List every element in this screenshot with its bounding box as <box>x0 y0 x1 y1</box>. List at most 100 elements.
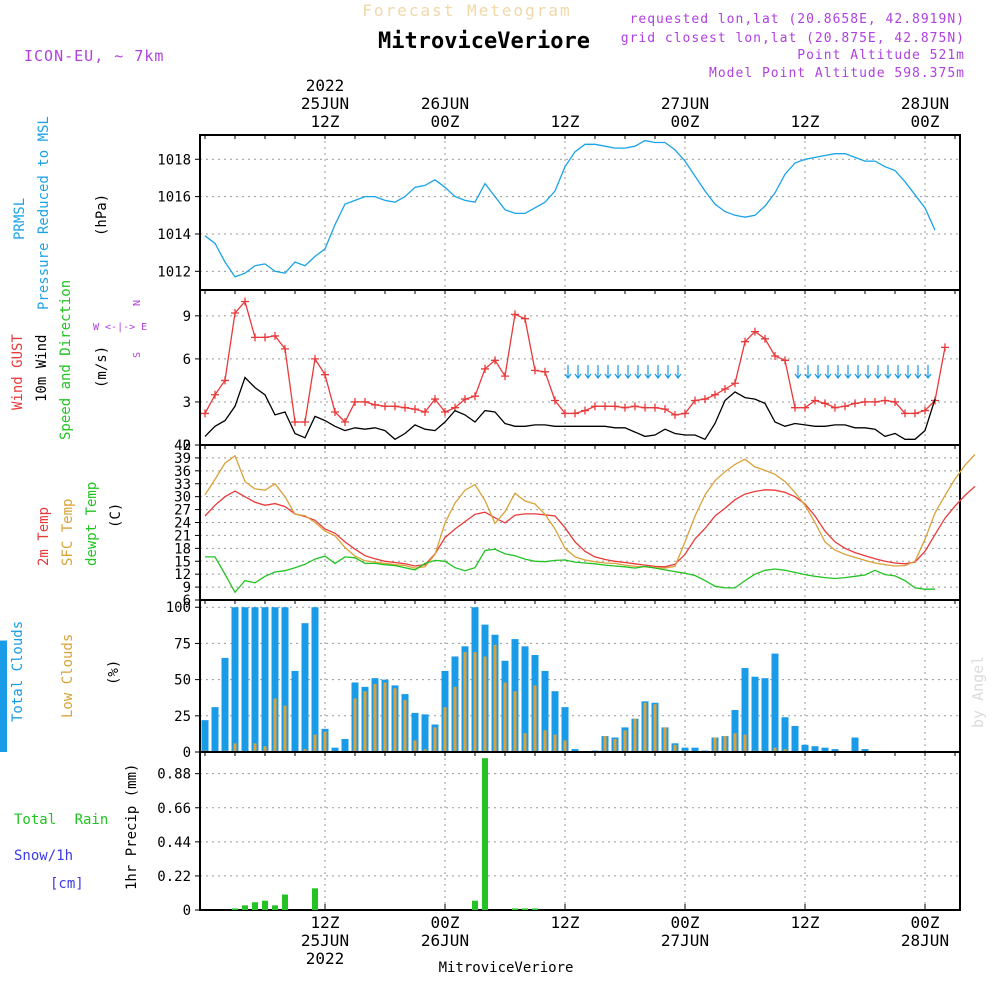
low-cloud-bar <box>613 738 617 752</box>
total-cloud-bar <box>201 720 209 752</box>
ytick-label: 42 <box>174 438 191 454</box>
total-cloud-bar <box>781 717 789 752</box>
main-title: MitroviceVeriore <box>378 29 590 54</box>
total-cloud-bar <box>311 607 319 752</box>
series-line <box>205 548 935 594</box>
total-cloud-bar <box>211 707 219 752</box>
gust-point <box>921 406 929 415</box>
low-cloud-bar <box>303 749 307 752</box>
ytick-label: 1014 <box>157 227 191 243</box>
gust-point <box>551 396 559 405</box>
dewpt-label: dewpt Temp <box>84 482 100 566</box>
low-cloud-bar <box>563 740 567 752</box>
total-cloud-bar <box>261 607 269 752</box>
wind-arrow-icon <box>584 365 592 379</box>
time-label: 28JUN <box>901 94 949 113</box>
panel-frame <box>199 751 961 911</box>
ytick-label: 33 <box>174 477 191 493</box>
ytick-label: 18 <box>174 541 191 557</box>
gust-point <box>201 409 209 418</box>
gust-point <box>271 331 279 340</box>
rain-label: Total Rain <box>14 812 108 828</box>
time-label: 00Z <box>431 112 460 131</box>
total-cloud-bar <box>761 678 769 752</box>
wind-arrow-icon <box>824 365 832 379</box>
gust-point <box>431 395 439 404</box>
wind-arrow-icon <box>834 365 842 379</box>
gust-point <box>251 333 259 342</box>
gust-point <box>661 405 669 414</box>
gust-point <box>341 418 349 427</box>
gust-point <box>691 396 699 405</box>
ytick-label: 25 <box>174 709 191 725</box>
rain-bar <box>242 905 248 910</box>
gust-point <box>851 399 859 408</box>
ytick-label: 100 <box>166 600 191 616</box>
low-cloud-bar <box>313 734 317 752</box>
low-cloud-bar <box>473 652 477 752</box>
temp-unit: (C) <box>108 503 124 528</box>
low-cloud-bar <box>523 733 527 752</box>
wind-arrow-icon <box>924 365 932 379</box>
total-cloud-bar <box>541 670 549 752</box>
low-cloud-bar <box>623 730 627 752</box>
compass-n: N <box>132 300 143 306</box>
total-cloud-bar <box>281 607 289 752</box>
low-cloud-bar <box>413 740 417 752</box>
time-label: 12Z <box>311 913 340 932</box>
gust-point <box>821 399 829 408</box>
low-cloud-bar <box>543 730 547 752</box>
total-cloud-bar <box>251 607 259 752</box>
wind-arrow-icon <box>574 365 582 379</box>
wind-arrow-icon <box>604 365 612 379</box>
wind-arrow-icon <box>564 365 572 379</box>
total-clouds-label: Total Clouds <box>10 621 26 722</box>
time-label: 25JUN <box>301 94 349 113</box>
low-cloud-bar <box>423 749 427 752</box>
time-label: 00Z <box>671 112 700 131</box>
total-cloud-bar <box>821 747 829 752</box>
low-clouds-label: Low Clouds <box>60 634 76 718</box>
gust-point <box>231 308 239 317</box>
total-cloud-bar <box>801 744 809 752</box>
time-label: 12Z <box>551 913 580 932</box>
pressure-label-1: PRMSL <box>12 198 28 240</box>
time-label: 26JUN <box>421 931 469 950</box>
rain-bar <box>282 894 288 910</box>
gust-point <box>761 334 769 343</box>
low-cloud-bar <box>673 744 677 752</box>
gust-point <box>771 352 779 361</box>
rain-bar <box>272 905 278 910</box>
gust-point <box>941 343 949 352</box>
ytick-label: 0 <box>183 903 191 919</box>
total-cloud-bar <box>751 676 759 752</box>
gust-point <box>711 390 719 399</box>
total-cloud-bar <box>731 710 739 752</box>
total-cloud-bar <box>291 670 299 752</box>
compass-we: W <-|-> E <box>93 322 147 333</box>
ytick-label: 0 <box>183 438 191 454</box>
model-name: ICON-EU, ~ 7km <box>24 47 164 65</box>
rain-bar <box>252 902 258 910</box>
gust-point <box>501 372 509 381</box>
wind-arrow-icon <box>634 365 642 379</box>
gust-point <box>911 409 919 418</box>
gust-point <box>321 370 329 379</box>
low-cloud-bar <box>493 644 497 752</box>
series-line <box>204 485 976 568</box>
gust-point <box>681 409 689 418</box>
time-label: 00Z <box>671 913 700 932</box>
info-line-2: grid closest lon,lat (20.875E, 42.875N) <box>621 31 965 46</box>
low-cloud-bar <box>723 736 727 752</box>
gust-point <box>871 397 879 406</box>
time-label: 25JUN <box>301 931 349 950</box>
gust-point <box>611 402 619 411</box>
ytick-label: 15 <box>174 554 191 570</box>
total-cloud-bar <box>0 640 7 752</box>
gust-point <box>531 366 539 375</box>
total-cloud-bar <box>301 623 309 752</box>
gust-point <box>791 403 799 412</box>
rain-bar <box>232 908 238 910</box>
gust-point <box>751 327 759 336</box>
total-cloud-bar <box>421 714 429 752</box>
